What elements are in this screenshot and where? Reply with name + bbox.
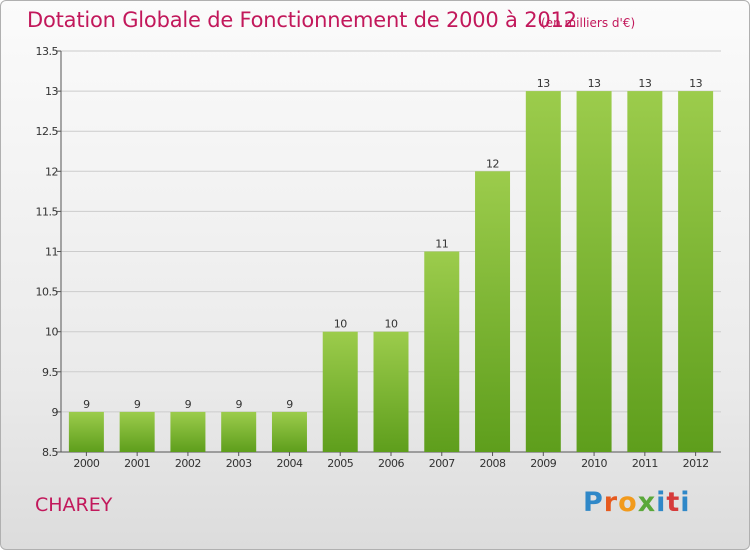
value-labels: 9 9 9 9 9 10 10 11 12 13 13 13 13 xyxy=(83,77,703,411)
bar xyxy=(424,251,460,452)
data-label: 11 xyxy=(435,238,448,251)
y-tick-label: 12 xyxy=(45,165,58,178)
data-label: 10 xyxy=(334,318,347,331)
y-tick-label: 13.5 xyxy=(36,45,59,58)
data-label: 10 xyxy=(385,318,398,331)
data-label: 9 xyxy=(83,398,90,411)
bars xyxy=(68,91,714,453)
x-tick-label: 2011 xyxy=(632,457,658,470)
bar xyxy=(525,91,561,452)
data-label: 9 xyxy=(235,398,242,411)
y-tick-label: 13 xyxy=(45,85,58,98)
bar xyxy=(322,331,358,452)
data-label: 9 xyxy=(185,398,192,411)
bar xyxy=(119,411,155,452)
logo-letter: i xyxy=(680,487,691,518)
bar xyxy=(373,331,409,452)
data-label: 13 xyxy=(588,77,601,90)
y-tick-label: 10 xyxy=(45,326,58,339)
x-tick-label: 2000 xyxy=(73,457,99,470)
bar xyxy=(170,411,206,452)
x-tick-label: 2003 xyxy=(226,457,252,470)
x-tick-label: 2012 xyxy=(683,457,709,470)
data-label: 13 xyxy=(689,77,702,90)
bar xyxy=(678,91,714,452)
bar xyxy=(576,91,612,452)
x-tick-label: 2004 xyxy=(276,457,302,470)
logo-letter: o xyxy=(618,487,638,518)
bar xyxy=(475,171,511,453)
proxiti-logo: Proxiti xyxy=(583,487,691,518)
y-tick-label: 12.5 xyxy=(36,125,59,138)
bar xyxy=(68,411,104,452)
bar xyxy=(271,411,307,452)
data-label: 9 xyxy=(134,398,141,411)
bar xyxy=(221,411,257,452)
y-tick-label: 11 xyxy=(45,246,58,259)
y-tick-labels: 8.5 9 9.5 10 10.5 11 11.5 12 12.5 13 13.5 xyxy=(36,45,60,459)
x-tick-label: 2009 xyxy=(530,457,556,470)
data-label: 12 xyxy=(486,157,499,170)
x-tick-label: 2010 xyxy=(581,457,607,470)
chart-title: Dotation Globale de Fonctionnement de 20… xyxy=(27,8,577,32)
x-tick-label: 2006 xyxy=(378,457,404,470)
data-label: 9 xyxy=(286,398,293,411)
x-tick-label: 2002 xyxy=(175,457,201,470)
y-tick-label: 11.5 xyxy=(36,205,59,218)
x-tick-label: 2001 xyxy=(124,457,150,470)
logo-letter: i xyxy=(656,487,667,518)
chart-subtitle: (en milliers d'€) xyxy=(541,16,636,30)
data-label: 13 xyxy=(537,77,550,90)
y-tick-label: 10.5 xyxy=(36,286,59,299)
x-tick-label: 2008 xyxy=(480,457,506,470)
bar xyxy=(627,91,663,452)
y-tick-label: 9 xyxy=(52,406,59,419)
x-tick-label: 2005 xyxy=(327,457,353,470)
logo-letter: t xyxy=(666,487,681,518)
y-tick-label: 9.5 xyxy=(42,366,58,379)
logo-letter: x xyxy=(637,487,657,518)
x-tick-labels: 2000 2001 2002 2003 2004 2005 2006 2007 2008 2009… xyxy=(73,457,709,470)
logo-letter: P xyxy=(583,487,604,518)
y-tick-label: 8.5 xyxy=(42,446,58,459)
data-label: 13 xyxy=(638,77,651,90)
logo-letter: r xyxy=(603,487,619,518)
commune-name: CHAREY xyxy=(35,494,113,516)
x-tick-label: 2007 xyxy=(429,457,455,470)
